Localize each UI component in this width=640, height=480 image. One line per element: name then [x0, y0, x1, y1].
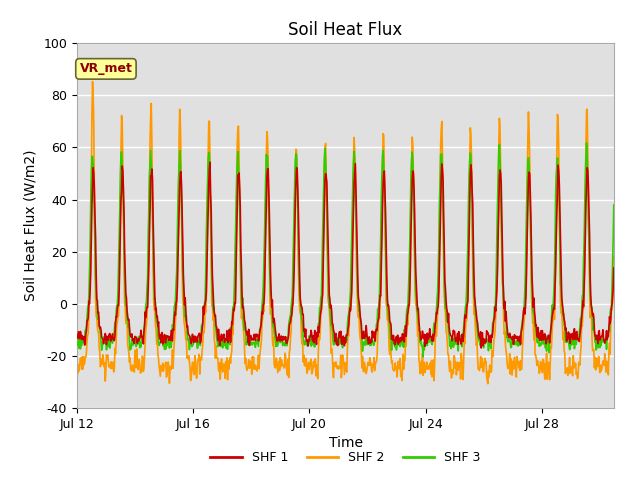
X-axis label: Time: Time [328, 436, 363, 450]
Legend: SHF 1, SHF 2, SHF 3: SHF 1, SHF 2, SHF 3 [205, 446, 486, 469]
Y-axis label: Soil Heat Flux (W/m2): Soil Heat Flux (W/m2) [24, 150, 38, 301]
Text: VR_met: VR_met [79, 62, 132, 75]
Title: Soil Heat Flux: Soil Heat Flux [289, 21, 403, 39]
